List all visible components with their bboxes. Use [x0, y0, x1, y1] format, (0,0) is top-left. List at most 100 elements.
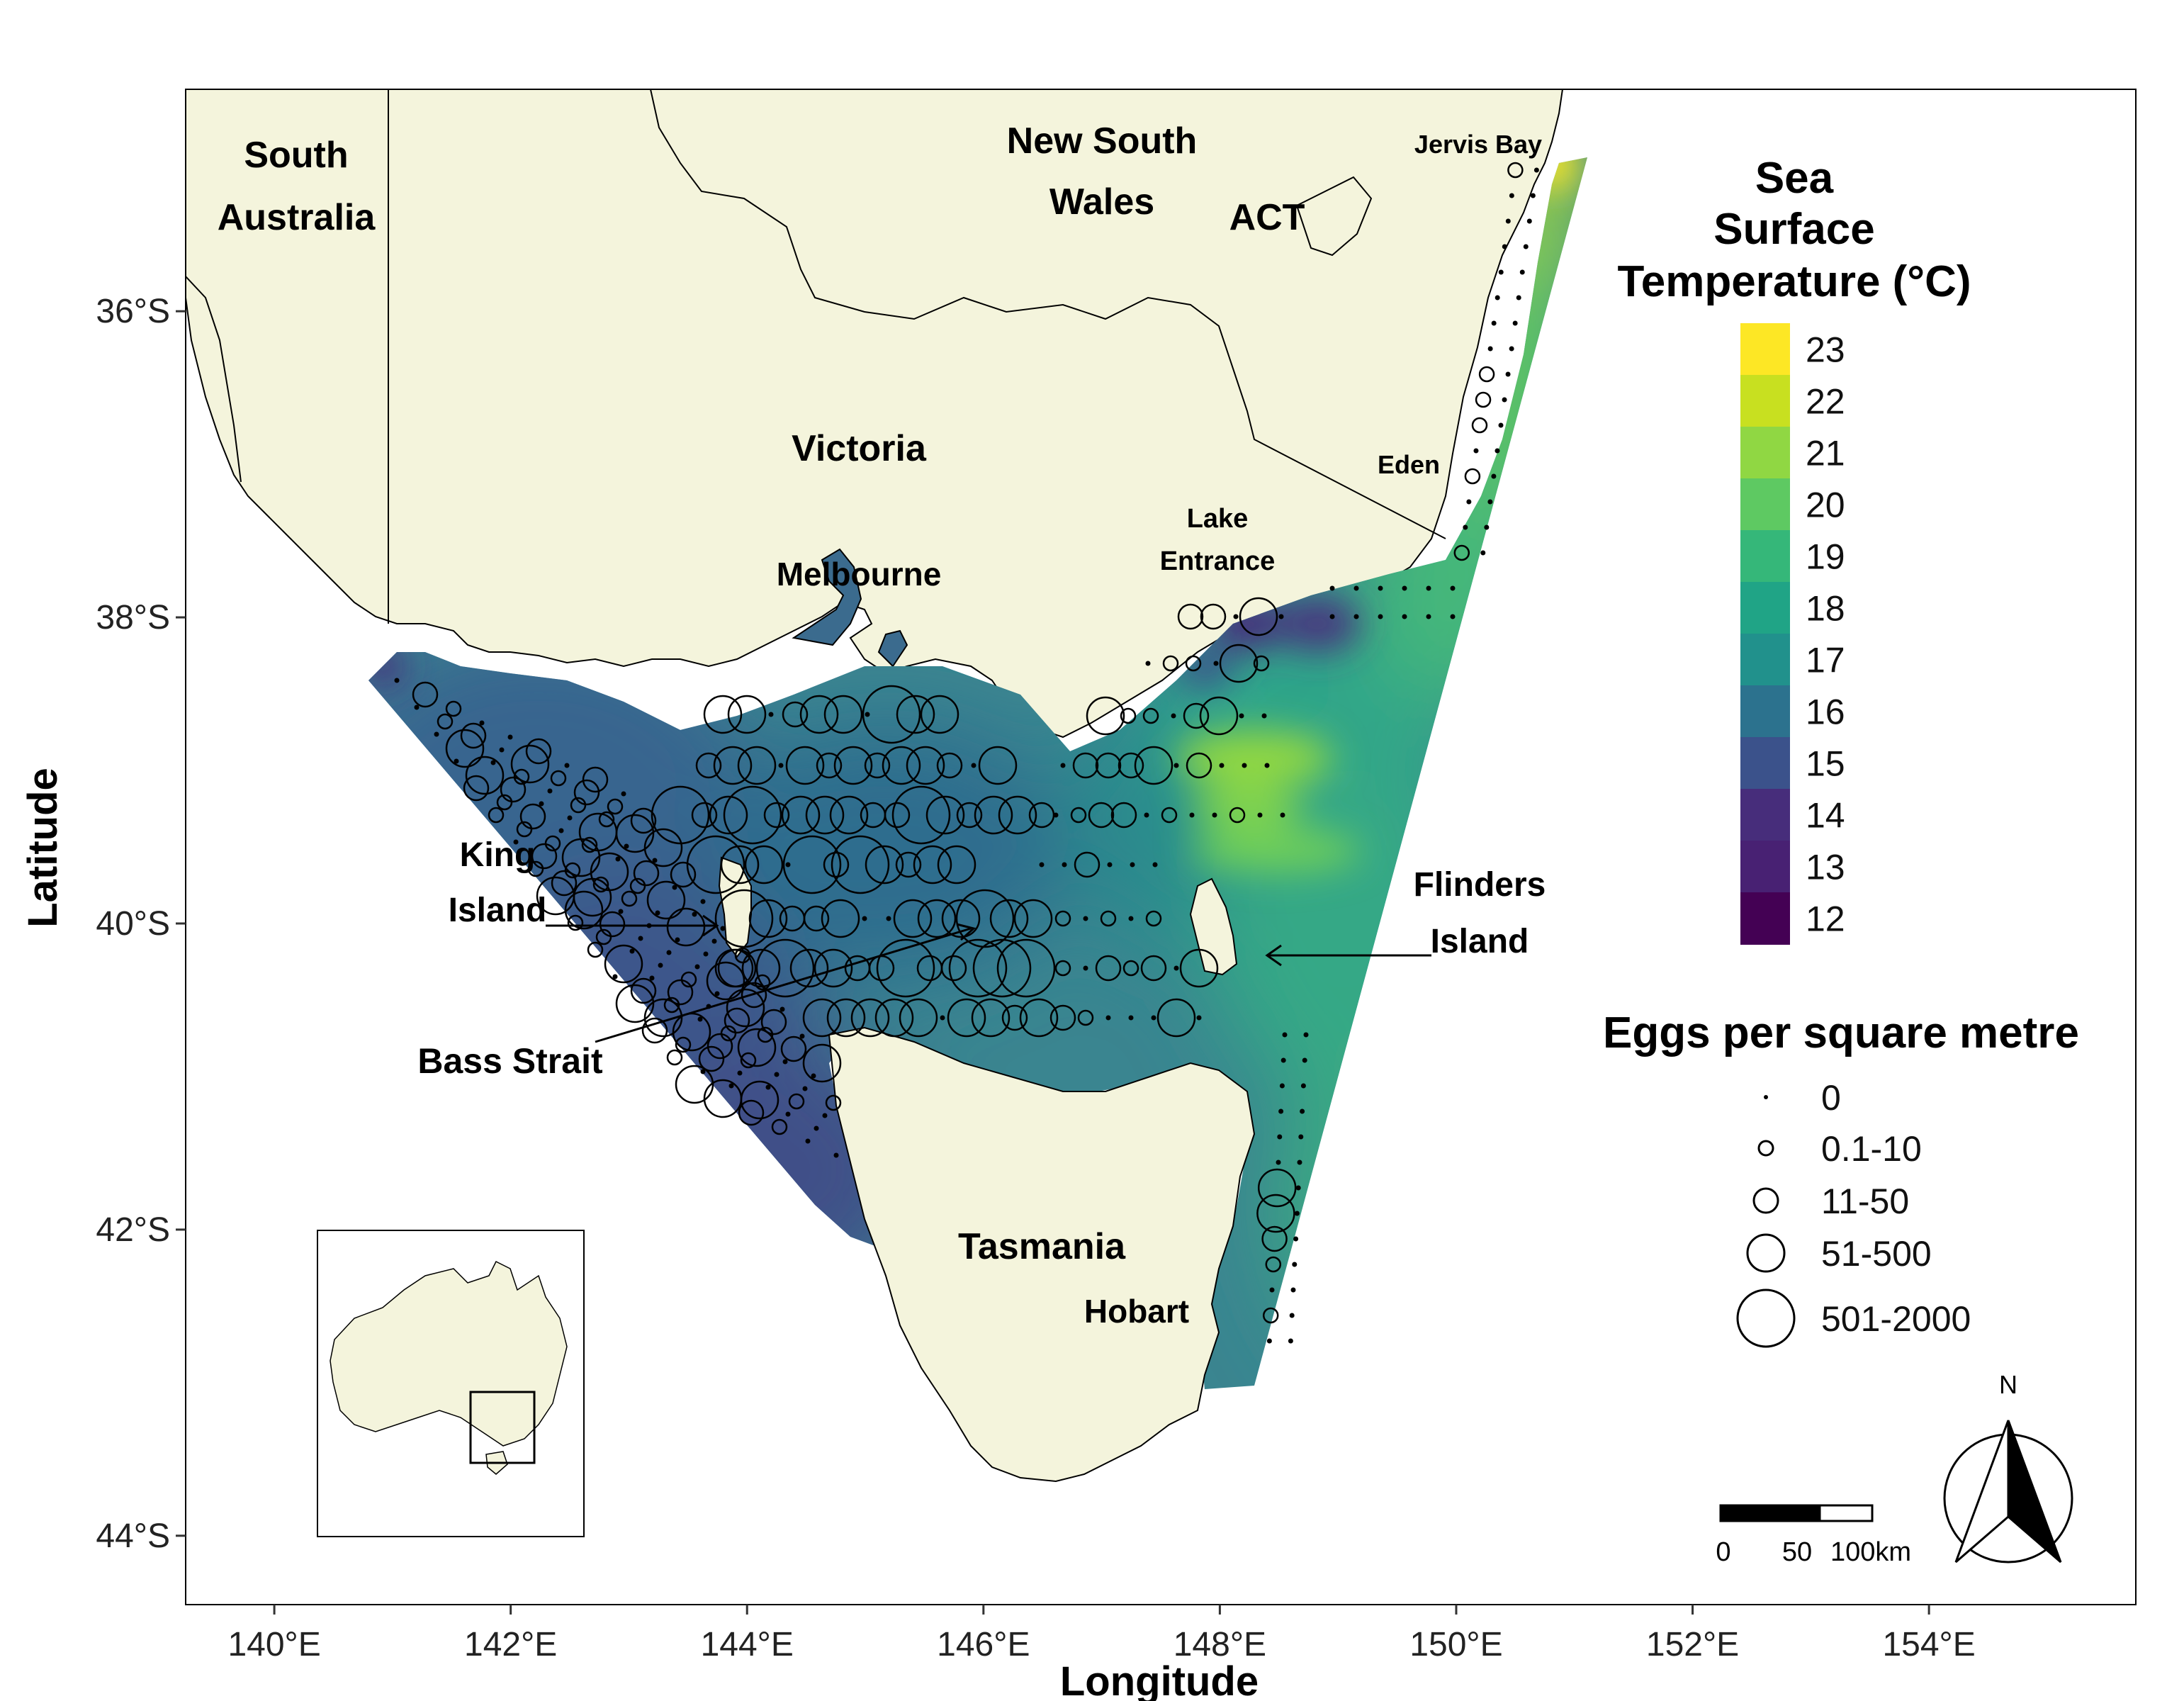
station-dot	[1242, 763, 1247, 768]
egg-circle	[782, 835, 842, 894]
egg-circle	[741, 982, 767, 1009]
sst-legend-swatch	[1740, 478, 1790, 531]
egg-circle	[1095, 955, 1122, 982]
station-dot	[785, 1111, 791, 1117]
label-south-australia-1: South	[244, 135, 348, 176]
eggs-legend-symbol	[1736, 1289, 1796, 1348]
egg-circle	[771, 1118, 788, 1135]
station-dot	[564, 763, 570, 768]
station-dot	[675, 937, 680, 943]
egg-circle	[1183, 702, 1210, 729]
egg-circle	[737, 746, 777, 785]
station-dot	[499, 747, 505, 753]
egg-circle	[882, 746, 921, 785]
sst-legend-swatch	[1740, 685, 1790, 738]
egg-circle	[947, 998, 986, 1038]
station-dot	[822, 1113, 828, 1118]
egg-circle	[460, 722, 487, 749]
station-dot	[649, 975, 655, 981]
eggs-legend-title: Eggs per square metre	[1603, 1009, 2079, 1057]
egg-circle	[1142, 707, 1159, 724]
egg-circle	[884, 802, 911, 829]
eggs-legend-symbol	[1764, 1095, 1768, 1099]
egg-circle	[989, 899, 1029, 938]
egg-circle	[802, 998, 842, 1038]
egg-circle	[805, 795, 845, 835]
egg-circle	[621, 890, 638, 907]
station-dot	[886, 916, 891, 921]
station-dot	[697, 1016, 703, 1022]
x-tick-label: 150°E	[1409, 1626, 1502, 1663]
y-tick-label: 42°S	[96, 1211, 170, 1249]
station-dot	[1173, 965, 1179, 971]
sst-legend-label: 14	[1806, 796, 1845, 836]
station-dot	[394, 678, 400, 683]
label-south-australia-2: Australia	[218, 197, 376, 238]
station-dot	[1290, 1287, 1296, 1293]
inset-australia-map	[317, 1230, 585, 1537]
egg-circle	[1072, 752, 1099, 779]
station-dot	[539, 801, 544, 807]
station-dot	[1151, 1015, 1156, 1021]
station-dot	[1269, 1287, 1275, 1293]
axis-ticks: 140°E 142°E 144°E 146°E 148°E 150°E 152°E 154°E…	[96, 293, 1975, 1663]
egg-circle	[1086, 696, 1125, 736]
station-dot	[652, 858, 658, 863]
egg-circle	[895, 851, 922, 878]
sst-legend-swatch	[1740, 582, 1790, 634]
station-dot	[621, 791, 626, 797]
station-dot	[1060, 763, 1066, 768]
egg-circle	[829, 795, 869, 835]
scale-label-50: 50	[1782, 1537, 1812, 1567]
station-dot	[971, 763, 976, 768]
scale-bar: 0 50 100km	[1716, 1504, 1911, 1567]
egg-circle	[948, 938, 1008, 998]
y-axis-title: Latitude	[20, 768, 66, 928]
egg-circle	[723, 785, 782, 845]
egg-circle	[740, 1080, 779, 1120]
station-dot	[1450, 614, 1456, 619]
egg-circle	[713, 746, 753, 785]
station-dot	[624, 843, 629, 849]
station-dot	[1516, 295, 1521, 301]
station-dot	[1378, 614, 1383, 619]
station-dot	[1329, 585, 1335, 591]
egg-circle	[582, 766, 609, 793]
north-arrow-label: N	[1999, 1370, 2017, 1399]
egg-circle	[1019, 998, 1059, 1038]
label-flinders-island-2: Island	[1431, 923, 1529, 960]
egg-circle	[734, 947, 751, 964]
station-dot	[454, 758, 459, 764]
egg-circle	[686, 835, 745, 894]
eggs-legend-label: 0	[1821, 1078, 1841, 1118]
x-tick-label: 148°E	[1173, 1626, 1266, 1663]
station-dot	[1533, 167, 1539, 173]
station-dot	[434, 731, 439, 737]
egg-circle	[1186, 752, 1212, 779]
egg-circle	[1219, 644, 1259, 683]
station-dot	[1277, 1134, 1283, 1140]
egg-circle	[1507, 162, 1524, 179]
label-lake-entrance-2: Entrance	[1160, 546, 1276, 576]
scale-label-100km: 100km	[1830, 1537, 1911, 1567]
egg-circle	[643, 998, 683, 1038]
egg-circle	[1162, 655, 1179, 672]
egg-circle	[972, 938, 1032, 998]
sst-legend-swatch	[1740, 892, 1790, 945]
egg-circle	[1179, 948, 1219, 988]
eggs-legend-symbol	[1757, 1140, 1774, 1157]
station-dot	[658, 962, 663, 968]
station-dot	[666, 950, 672, 955]
egg-circle	[567, 914, 584, 931]
egg-circle	[1095, 752, 1122, 779]
station-dot	[1402, 585, 1407, 591]
egg-circle	[1453, 544, 1470, 561]
egg-circle	[615, 814, 655, 853]
port-phillip-bay	[792, 548, 862, 646]
station-dot	[1239, 713, 1244, 719]
egg-circle	[564, 890, 604, 930]
egg-circle	[738, 1099, 765, 1126]
sst-legend-title-2: Surface	[1713, 205, 1874, 254]
egg-circle	[604, 944, 643, 984]
eggs-legend-label: 0.1-10	[1821, 1129, 1922, 1169]
